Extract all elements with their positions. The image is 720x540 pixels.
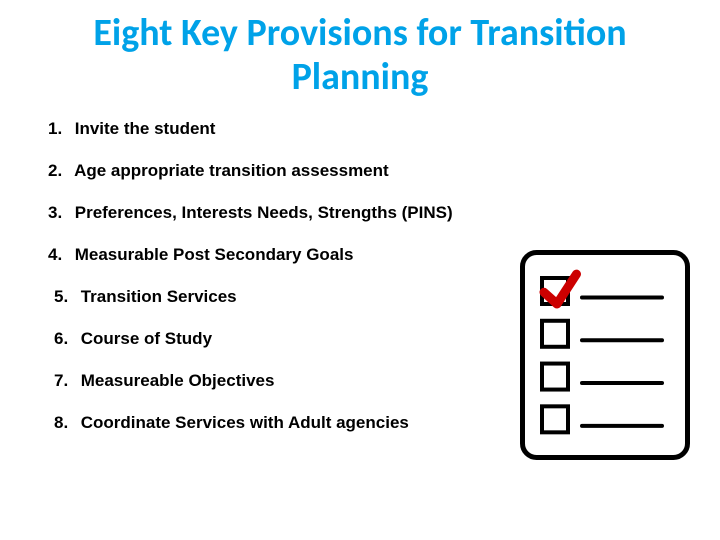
list-item: 5. Transition Services <box>48 287 520 307</box>
list-label: Age appropriate transition assessment <box>74 161 389 180</box>
list-number: 2. <box>48 161 70 181</box>
list-number: 7. <box>54 371 76 391</box>
list-item: 3. Preferences, Interests Needs, Strengt… <box>48 203 520 223</box>
list-number: 1. <box>48 119 70 139</box>
list-number: 3. <box>48 203 70 223</box>
checklist-icon <box>520 250 690 465</box>
list-number: 5. <box>54 287 76 307</box>
page-title: Eight Key Provisions for Transition Plan… <box>0 0 720 99</box>
list-item: 7. Measureable Objectives <box>48 371 520 391</box>
list-item: 2. Age appropriate transition assessment <box>48 161 520 181</box>
list-number: 6. <box>54 329 76 349</box>
list-number: 4. <box>48 245 70 265</box>
provisions-list: 1. Invite the student 2. Age appropriate… <box>0 99 520 433</box>
list-label: Transition Services <box>81 287 237 306</box>
list-item: 1. Invite the student <box>48 119 520 139</box>
list-label: Measureable Objectives <box>81 371 275 390</box>
list-label: Preferences, Interests Needs, Strengths … <box>75 203 453 222</box>
list-number: 8. <box>54 413 76 433</box>
list-item: 4. Measurable Post Secondary Goals <box>48 245 520 265</box>
list-label: Measurable Post Secondary Goals <box>75 245 354 264</box>
list-label: Coordinate Services with Adult agencies <box>81 413 409 432</box>
list-label: Invite the student <box>75 119 216 138</box>
list-item: 6. Course of Study <box>48 329 520 349</box>
list-label: Course of Study <box>81 329 212 348</box>
list-item: 8. Coordinate Services with Adult agenci… <box>48 413 520 433</box>
